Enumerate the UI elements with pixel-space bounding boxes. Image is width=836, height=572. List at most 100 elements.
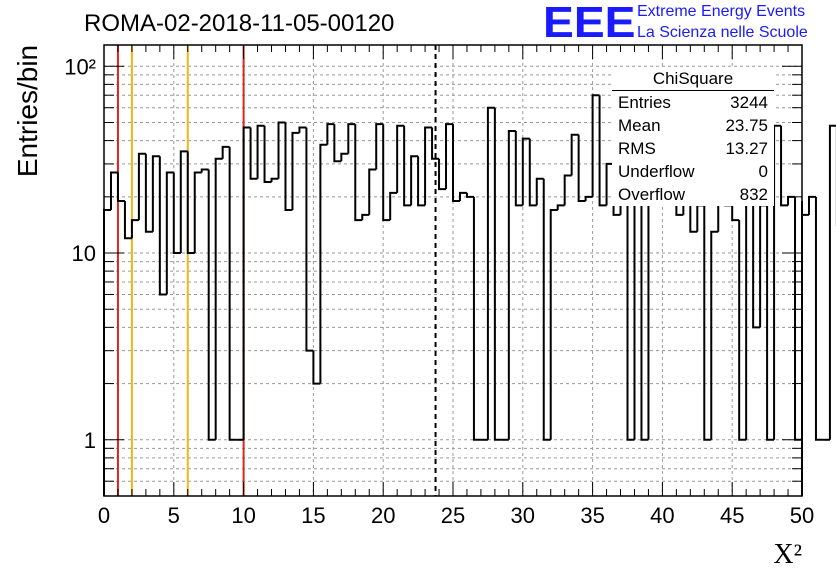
histogram-bin bbox=[514, 131, 523, 207]
histogram-bin bbox=[703, 205, 712, 441]
histogram-bin bbox=[452, 124, 460, 202]
stats-key: Overflow bbox=[618, 185, 686, 204]
histogram-bin bbox=[570, 133, 579, 176]
histogram-bin bbox=[640, 117, 649, 441]
histogram-bin bbox=[270, 177, 279, 183]
plot-title: ROMA-02-2018-11-05-00120 bbox=[84, 10, 395, 37]
histogram-bin bbox=[137, 152, 146, 221]
y-tick-label: 10 bbox=[72, 241, 96, 266]
stats-box-title: ChiSquare bbox=[612, 68, 774, 91]
histogram-bin bbox=[284, 122, 293, 211]
histogram-bin bbox=[794, 196, 802, 441]
histogram-bin bbox=[549, 208, 558, 440]
histogram-bin bbox=[605, 162, 614, 206]
histogram-bin bbox=[787, 195, 796, 206]
histogram-bin bbox=[200, 168, 209, 173]
x-tick-label: 30 bbox=[511, 503, 535, 528]
stats-row-rms: RMS 13.27 bbox=[612, 137, 774, 160]
histogram-bin bbox=[263, 125, 272, 184]
x-axis-label: X² bbox=[773, 539, 802, 570]
histogram-bin bbox=[368, 168, 377, 215]
histogram-bin bbox=[556, 204, 565, 210]
x-tick-label: 10 bbox=[231, 503, 255, 528]
histogram-bin bbox=[207, 169, 216, 441]
histogram-bin bbox=[165, 171, 174, 295]
stats-value: 23.75 bbox=[725, 116, 768, 135]
histogram-bin bbox=[626, 189, 635, 441]
histogram-bin bbox=[312, 350, 321, 385]
x-tick-label: 20 bbox=[371, 503, 395, 528]
histogram-bin bbox=[542, 178, 551, 441]
histogram-bin bbox=[144, 153, 153, 233]
histogram-bin bbox=[563, 174, 572, 206]
histogram-bin bbox=[801, 213, 809, 440]
histogram-bin bbox=[472, 196, 481, 441]
histogram-bin bbox=[123, 200, 132, 240]
histogram-bin bbox=[158, 156, 167, 296]
histogram-bin bbox=[710, 230, 719, 440]
logo-line-2: La Scienza nelle Scuole bbox=[637, 24, 808, 41]
x-tick-label: 0 bbox=[98, 503, 110, 528]
histogram-bin bbox=[291, 131, 300, 210]
histogram-bin bbox=[807, 195, 816, 215]
histogram-bin bbox=[396, 124, 405, 193]
stats-key: Entries bbox=[618, 93, 671, 112]
histogram-bin bbox=[445, 123, 453, 190]
histogram-bin bbox=[507, 130, 516, 440]
histogram-bin bbox=[130, 219, 139, 239]
histogram-bin bbox=[249, 127, 258, 180]
histogram-bin bbox=[828, 124, 836, 440]
histogram-bin bbox=[375, 123, 384, 170]
histogram-bin bbox=[465, 192, 474, 198]
histogram-bin bbox=[277, 121, 286, 179]
histogram-bin bbox=[486, 106, 495, 440]
histogram-bin bbox=[242, 126, 251, 440]
histogram-bin bbox=[319, 143, 328, 384]
histogram-bin bbox=[424, 126, 433, 206]
stats-key: Mean bbox=[618, 116, 661, 135]
stats-row-mean: Mean 23.75 bbox=[612, 114, 774, 137]
histogram-bin bbox=[361, 213, 370, 221]
x-tick-label: 45 bbox=[720, 503, 744, 528]
stats-value: 832 bbox=[739, 185, 768, 204]
x-tick-label: 5 bbox=[168, 503, 180, 528]
histogram-bin bbox=[326, 123, 335, 145]
x-tick-label: 25 bbox=[441, 503, 465, 528]
histogram-bin bbox=[731, 205, 740, 222]
histogram-bin bbox=[193, 171, 202, 254]
histogram-bin bbox=[340, 152, 349, 162]
x-tick-label: 40 bbox=[650, 503, 674, 528]
stats-row-underflow: Underflow 0 bbox=[612, 160, 774, 183]
histogram-bin bbox=[333, 124, 342, 163]
histogram-bin bbox=[766, 205, 775, 441]
histogram-bin bbox=[214, 157, 223, 440]
histogram-bin bbox=[521, 137, 530, 206]
histogram-bin bbox=[389, 191, 398, 221]
histogram-bin bbox=[417, 156, 426, 207]
histogram-bin bbox=[696, 204, 705, 232]
histogram-bin bbox=[228, 146, 237, 441]
logo-line-1: Extreme Energy Events bbox=[637, 3, 806, 20]
histogram-bin bbox=[179, 150, 188, 254]
histogram-bin bbox=[814, 196, 823, 441]
histogram-bin bbox=[410, 155, 419, 206]
histogram-bin bbox=[221, 145, 230, 159]
histogram-bin bbox=[535, 177, 544, 206]
stats-value: 13.27 bbox=[725, 139, 768, 158]
histogram-bin bbox=[354, 124, 363, 222]
histogram-bin bbox=[438, 158, 447, 191]
histogram-bin bbox=[186, 151, 195, 255]
stats-row-entries: Entries 3244 bbox=[612, 91, 774, 114]
histogram-bin bbox=[347, 123, 356, 154]
histogram-bin bbox=[109, 171, 118, 210]
histogram-bin bbox=[382, 124, 391, 222]
y-tick-label: 10² bbox=[64, 54, 96, 79]
histogram-bin bbox=[493, 107, 502, 441]
histogram-bin bbox=[151, 155, 160, 232]
histogram-bin bbox=[780, 125, 789, 207]
x-tick-label: 50 bbox=[790, 503, 814, 528]
histogram-bin bbox=[116, 172, 125, 202]
histogram-bin bbox=[584, 195, 593, 201]
y-tick-label: 1 bbox=[84, 428, 96, 453]
